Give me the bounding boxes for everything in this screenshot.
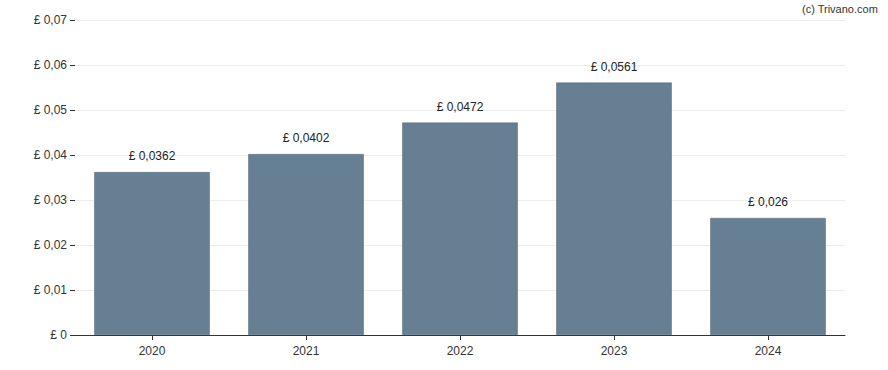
svg-text:2020: 2020 — [139, 344, 166, 358]
svg-text:2021: 2021 — [293, 344, 320, 358]
svg-text:£ 0,02: £ 0,02 — [34, 238, 68, 252]
svg-text:2022: 2022 — [447, 344, 474, 358]
svg-text:£ 0,03: £ 0,03 — [34, 193, 68, 207]
svg-text:£ 0,0472: £ 0,0472 — [437, 100, 484, 114]
svg-text:£ 0,0561: £ 0,0561 — [591, 60, 638, 74]
svg-text:£ 0,04: £ 0,04 — [34, 148, 68, 162]
svg-text:£ 0,026: £ 0,026 — [748, 195, 788, 209]
svg-text:£ 0,05: £ 0,05 — [34, 103, 68, 117]
svg-text:£ 0,0402: £ 0,0402 — [283, 131, 330, 145]
svg-text:£ 0,06: £ 0,06 — [34, 58, 68, 72]
svg-text:£ 0,0362: £ 0,0362 — [129, 149, 176, 163]
svg-text:2024: 2024 — [755, 344, 782, 358]
svg-text:2023: 2023 — [601, 344, 628, 358]
svg-text:£ 0,07: £ 0,07 — [34, 13, 68, 27]
svg-text:£ 0,01: £ 0,01 — [34, 283, 68, 297]
svg-text:(c) Trivano.com: (c) Trivano.com — [802, 3, 878, 15]
svg-text:£ 0: £ 0 — [50, 328, 67, 342]
